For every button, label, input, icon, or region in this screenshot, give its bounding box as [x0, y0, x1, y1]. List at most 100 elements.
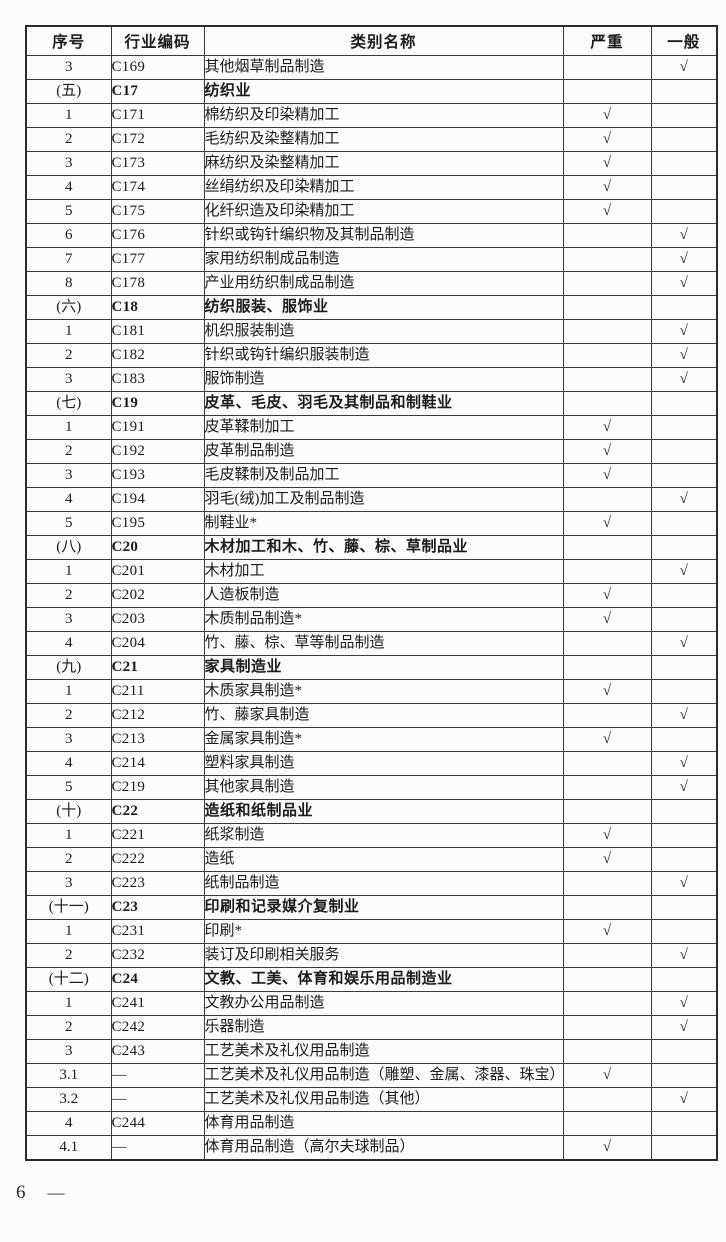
general-mark-cell: √: [650, 991, 718, 1016]
category-name-cell: 木材加工: [203, 559, 564, 584]
serial-cell: 3: [25, 727, 112, 752]
table-row: 4.1— 体育用品制造（高尔夫球制品） √: [25, 1135, 718, 1161]
industry-code-cell: C241: [110, 991, 205, 1016]
industry-code-cell: C178: [110, 271, 205, 296]
serial-cell: 3: [25, 55, 112, 80]
general-mark-cell: √: [650, 775, 718, 800]
industry-code-cell: —: [110, 1135, 205, 1161]
category-name-cell: 毛皮鞣制及制品加工: [203, 463, 564, 488]
severe-mark-cell: [562, 775, 652, 800]
table-row: 7 C177 家用纺织制成品制造 √: [25, 247, 718, 272]
category-name-cell: 造纸: [203, 847, 564, 872]
table-row: 3 C183 服饰制造 √: [25, 367, 718, 392]
category-name-cell: 针织或钩针编织物及其制品制造: [203, 223, 564, 248]
section-row: (八) C20 木材加工和木、竹、藤、棕、草制品业: [25, 535, 718, 560]
table-row: 2 C182 针织或钩针编织服装制造 √: [25, 343, 718, 368]
general-mark-cell: √: [650, 367, 718, 392]
industry-code-cell: C22: [110, 799, 205, 824]
industry-code-cell: C214: [110, 751, 205, 776]
category-name-cell: 毛纺织及染整精加工: [203, 127, 564, 152]
severe-mark-cell: [562, 367, 652, 392]
general-mark-cell: √: [650, 271, 718, 296]
category-name-cell: 皮革鞣制加工: [203, 415, 564, 440]
table-row: 6 C176 针织或钩针编织物及其制品制造 √: [25, 223, 718, 248]
serial-cell: 4: [25, 751, 112, 776]
page-footer: 6 —: [16, 1182, 65, 1204]
industry-code-cell: C23: [110, 895, 205, 920]
category-name-cell: 金属家具制造*: [203, 727, 564, 752]
page-number: 6: [16, 1182, 26, 1203]
industry-code-cell: C193: [110, 463, 205, 488]
severe-mark-cell: [562, 391, 652, 416]
industry-code-cell: C221: [110, 823, 205, 848]
industry-code-cell: C203: [110, 607, 205, 632]
table-row: 2 C172 毛纺织及染整精加工 √: [25, 127, 718, 152]
industry-code-cell: C211: [110, 679, 205, 704]
severe-mark-cell: [562, 871, 652, 896]
severe-mark-cell: √: [562, 175, 652, 200]
industry-code-cell: C18: [110, 295, 205, 320]
industry-code-cell: C194: [110, 487, 205, 512]
category-name-cell: 皮革、毛皮、羽毛及其制品和制鞋业: [203, 391, 564, 416]
table-row: 5 C219 其他家具制造 √: [25, 775, 718, 800]
serial-cell: 3: [25, 1039, 112, 1064]
serial-cell: 1: [25, 679, 112, 704]
serial-cell: 3: [25, 367, 112, 392]
industry-code-cell: C201: [110, 559, 205, 584]
general-mark-cell: [650, 1063, 718, 1088]
general-mark-cell: √: [650, 559, 718, 584]
table-row: 4 C204 竹、藤、棕、草等制品制造 √: [25, 631, 718, 656]
general-mark-cell: √: [650, 343, 718, 368]
general-mark-cell: [650, 511, 718, 536]
severe-mark-cell: [562, 943, 652, 968]
industry-code-cell: C174: [110, 175, 205, 200]
table-row: 1 C241 文教办公用品制造 √: [25, 991, 718, 1016]
general-mark-cell: [650, 1135, 718, 1161]
general-mark-cell: [650, 439, 718, 464]
general-mark-cell: [650, 103, 718, 128]
general-mark-cell: √: [650, 223, 718, 248]
table-row: 4 C214 塑料家具制造 √: [25, 751, 718, 776]
serial-cell: 4: [25, 1111, 112, 1136]
severe-mark-cell: √: [562, 151, 652, 176]
industry-code-cell: C176: [110, 223, 205, 248]
table-row: 5 C175 化纤织造及印染精加工 √: [25, 199, 718, 224]
category-name-cell: 竹、藤家具制造: [203, 703, 564, 728]
serial-cell: 2: [25, 847, 112, 872]
industry-code-cell: C231: [110, 919, 205, 944]
general-mark-cell: √: [650, 1087, 718, 1112]
category-name-cell: 体育用品制造（高尔夫球制品）: [203, 1135, 564, 1161]
industry-classification-table: 序号 行业编码 类别名称 严重 一般 3 C169 其他烟草制品制造 √ (五) C17 纺…: [25, 25, 718, 1161]
category-name-cell: 针织或钩针编织服装制造: [203, 343, 564, 368]
industry-code-cell: C175: [110, 199, 205, 224]
severe-mark-cell: √: [562, 415, 652, 440]
serial-cell: 1: [25, 103, 112, 128]
general-mark-cell: [650, 895, 718, 920]
general-mark-cell: [650, 391, 718, 416]
general-mark-cell: [650, 847, 718, 872]
table-row: 2 C192 皮革制品制造 √: [25, 439, 718, 464]
serial-cell: 2: [25, 1015, 112, 1040]
general-mark-cell: [650, 919, 718, 944]
severe-mark-cell: √: [562, 919, 652, 944]
category-name-cell: 木材加工和木、竹、藤、棕、草制品业: [203, 535, 564, 560]
table-row: 1 C211 木质家具制造* √: [25, 679, 718, 704]
serial-cell: 3.1: [25, 1063, 112, 1088]
severe-mark-cell: [562, 1111, 652, 1136]
serial-cell: 3: [25, 463, 112, 488]
serial-cell: (七): [25, 391, 112, 416]
section-row: (九) C21 家具制造业: [25, 655, 718, 680]
industry-code-cell: C183: [110, 367, 205, 392]
serial-cell: 5: [25, 775, 112, 800]
serial-cell: 4: [25, 175, 112, 200]
category-name-cell: 纸浆制造: [203, 823, 564, 848]
severe-mark-cell: [562, 967, 652, 992]
severe-mark-cell: [562, 631, 652, 656]
severe-mark-cell: [562, 79, 652, 104]
table-row: 3 C173 麻纺织及染整精加工 √: [25, 151, 718, 176]
table-row: 5 C195 制鞋业* √: [25, 511, 718, 536]
table-row: 3 C193 毛皮鞣制及制品加工 √: [25, 463, 718, 488]
general-mark-cell: [650, 727, 718, 752]
general-mark-cell: [650, 535, 718, 560]
serial-cell: 2: [25, 943, 112, 968]
